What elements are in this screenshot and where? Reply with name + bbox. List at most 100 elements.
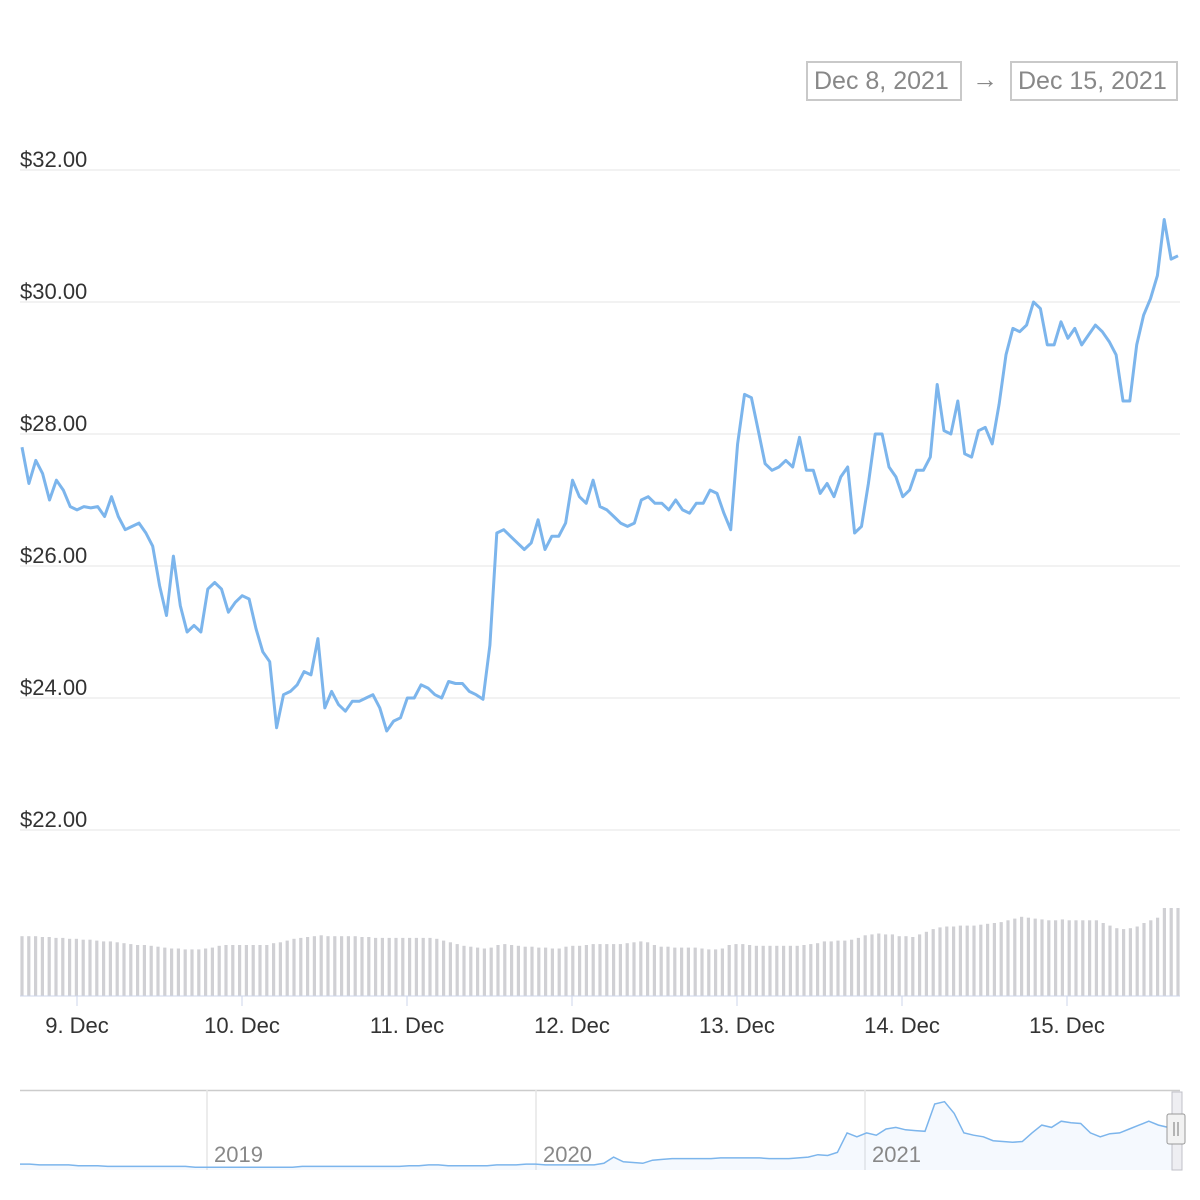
- volume-bar: [958, 925, 962, 996]
- volume-bar: [1088, 920, 1092, 996]
- volume-bar: [911, 937, 915, 996]
- volume-bar: [129, 944, 133, 996]
- volume-bar: [374, 937, 378, 996]
- volume-bar: [353, 936, 357, 996]
- volume-bar: [1081, 920, 1085, 996]
- volume-bar: [326, 936, 330, 996]
- volume-bar: [1060, 919, 1064, 996]
- x-tick-label: 15. Dec: [1029, 1013, 1105, 1038]
- volume-bar: [27, 936, 31, 996]
- volume-bar: [333, 936, 337, 996]
- volume-bar: [516, 945, 520, 996]
- volume-bar: [578, 945, 582, 996]
- volume-bar: [265, 945, 269, 996]
- y-tick-label: $24.00: [20, 675, 87, 700]
- volume-bar: [795, 945, 799, 996]
- volume-bar: [972, 925, 976, 996]
- y-gridlines: [20, 169, 1180, 831]
- volume-bar: [1128, 928, 1132, 996]
- volume-bar: [564, 946, 568, 996]
- volume-bar: [251, 945, 255, 996]
- volume-bar: [850, 939, 854, 996]
- range-from-input[interactable]: Dec 8, 2021: [806, 61, 962, 101]
- volume-bar: [1026, 917, 1030, 996]
- volume-bar: [102, 941, 106, 996]
- volume-bar: [897, 936, 901, 996]
- volume-bar: [945, 926, 949, 996]
- x-axis-ticks: 9. Dec 10. Dec 11. Dec 12. Dec 13. Dec 14. De…: [45, 996, 1105, 1038]
- volume-bar: [870, 934, 874, 996]
- x-tick-label: 9. Dec: [45, 1013, 109, 1038]
- volume-bar: [190, 949, 194, 996]
- volume-bar: [788, 945, 792, 996]
- volume-bar: [244, 945, 248, 996]
- range-to-input[interactable]: Dec 15, 2021: [1010, 61, 1178, 101]
- volume-bar: [81, 939, 85, 996]
- volume-bar: [652, 945, 656, 996]
- volume-bar: [952, 926, 956, 996]
- volume-bar: [557, 948, 561, 996]
- navigator-handle-grip[interactable]: [1166, 1113, 1186, 1145]
- volume-bar: [904, 936, 908, 996]
- volume-bar: [414, 937, 418, 996]
- volume-bar: [469, 946, 473, 996]
- volume-bar: [496, 945, 500, 996]
- volume-bar: [122, 943, 126, 996]
- volume-bar: [1013, 918, 1017, 996]
- x-tick-label: 13. Dec: [699, 1013, 775, 1038]
- y-tick-label: $30.00: [20, 279, 87, 304]
- y-tick-label: $28.00: [20, 411, 87, 436]
- volume-bar: [618, 944, 622, 996]
- y-axis-labels: $22.00 $24.00 $26.00 $28.00 $30.00 $32.00: [20, 147, 87, 832]
- volume-bar: [292, 938, 296, 996]
- navigator-year-label: 2019: [214, 1142, 263, 1167]
- volume-bar: [741, 944, 745, 996]
- volume-bar: [394, 937, 398, 996]
- volume-bar: [285, 940, 289, 996]
- navigator-year-labels: 2019 2020 2021: [214, 1142, 921, 1167]
- navigator-handle[interactable]: [1166, 1091, 1186, 1171]
- volume-bar: [761, 945, 765, 996]
- volume-bar: [1101, 923, 1105, 996]
- volume-bar: [163, 947, 167, 996]
- volume-bar: [544, 947, 548, 996]
- volume-bar: [482, 948, 486, 996]
- volume-bar: [435, 938, 439, 996]
- volume-bar: [707, 949, 711, 996]
- volume-bar: [408, 937, 412, 996]
- volume-bar: [448, 942, 452, 996]
- volume-bar: [360, 937, 364, 996]
- volume-bar: [1115, 928, 1119, 996]
- volume-bar: [829, 941, 833, 996]
- volume-bar: [775, 945, 779, 996]
- volume-bar: [727, 945, 731, 996]
- volume-bar: [387, 937, 391, 996]
- volume-bar: [571, 945, 575, 996]
- volume-bar: [217, 945, 221, 996]
- volume-bar: [61, 937, 65, 996]
- volume-bar: [999, 922, 1003, 996]
- navigator-area: [20, 1101, 1178, 1170]
- volume-bar: [598, 944, 602, 996]
- range-arrow-icon: →: [972, 64, 998, 94]
- volume-bar: [306, 937, 310, 996]
- volume-bar: [149, 945, 153, 996]
- volume-bar: [1162, 908, 1166, 996]
- volume-bar: [979, 924, 983, 996]
- volume-bar: [68, 938, 72, 996]
- volume-bar: [965, 925, 969, 996]
- x-tick-label: 10. Dec: [204, 1013, 280, 1038]
- volume-bar: [646, 942, 650, 996]
- volume-bar: [88, 939, 92, 996]
- volume-bar: [714, 949, 718, 996]
- price-line[interactable]: [20, 218, 1179, 733]
- date-range-selector: Dec 8, 2021 → Dec 15, 2021: [0, 0, 1200, 120]
- volume-bar: [1040, 919, 1044, 996]
- volume-bar: [537, 947, 541, 996]
- volume-bar: [401, 937, 405, 996]
- navigator[interactable]: 2019 2020 2021: [20, 1089, 1186, 1171]
- volume-bar: [890, 934, 894, 996]
- volume-bar: [455, 944, 459, 996]
- volume-bar: [986, 923, 990, 996]
- volume-bar: [421, 937, 425, 996]
